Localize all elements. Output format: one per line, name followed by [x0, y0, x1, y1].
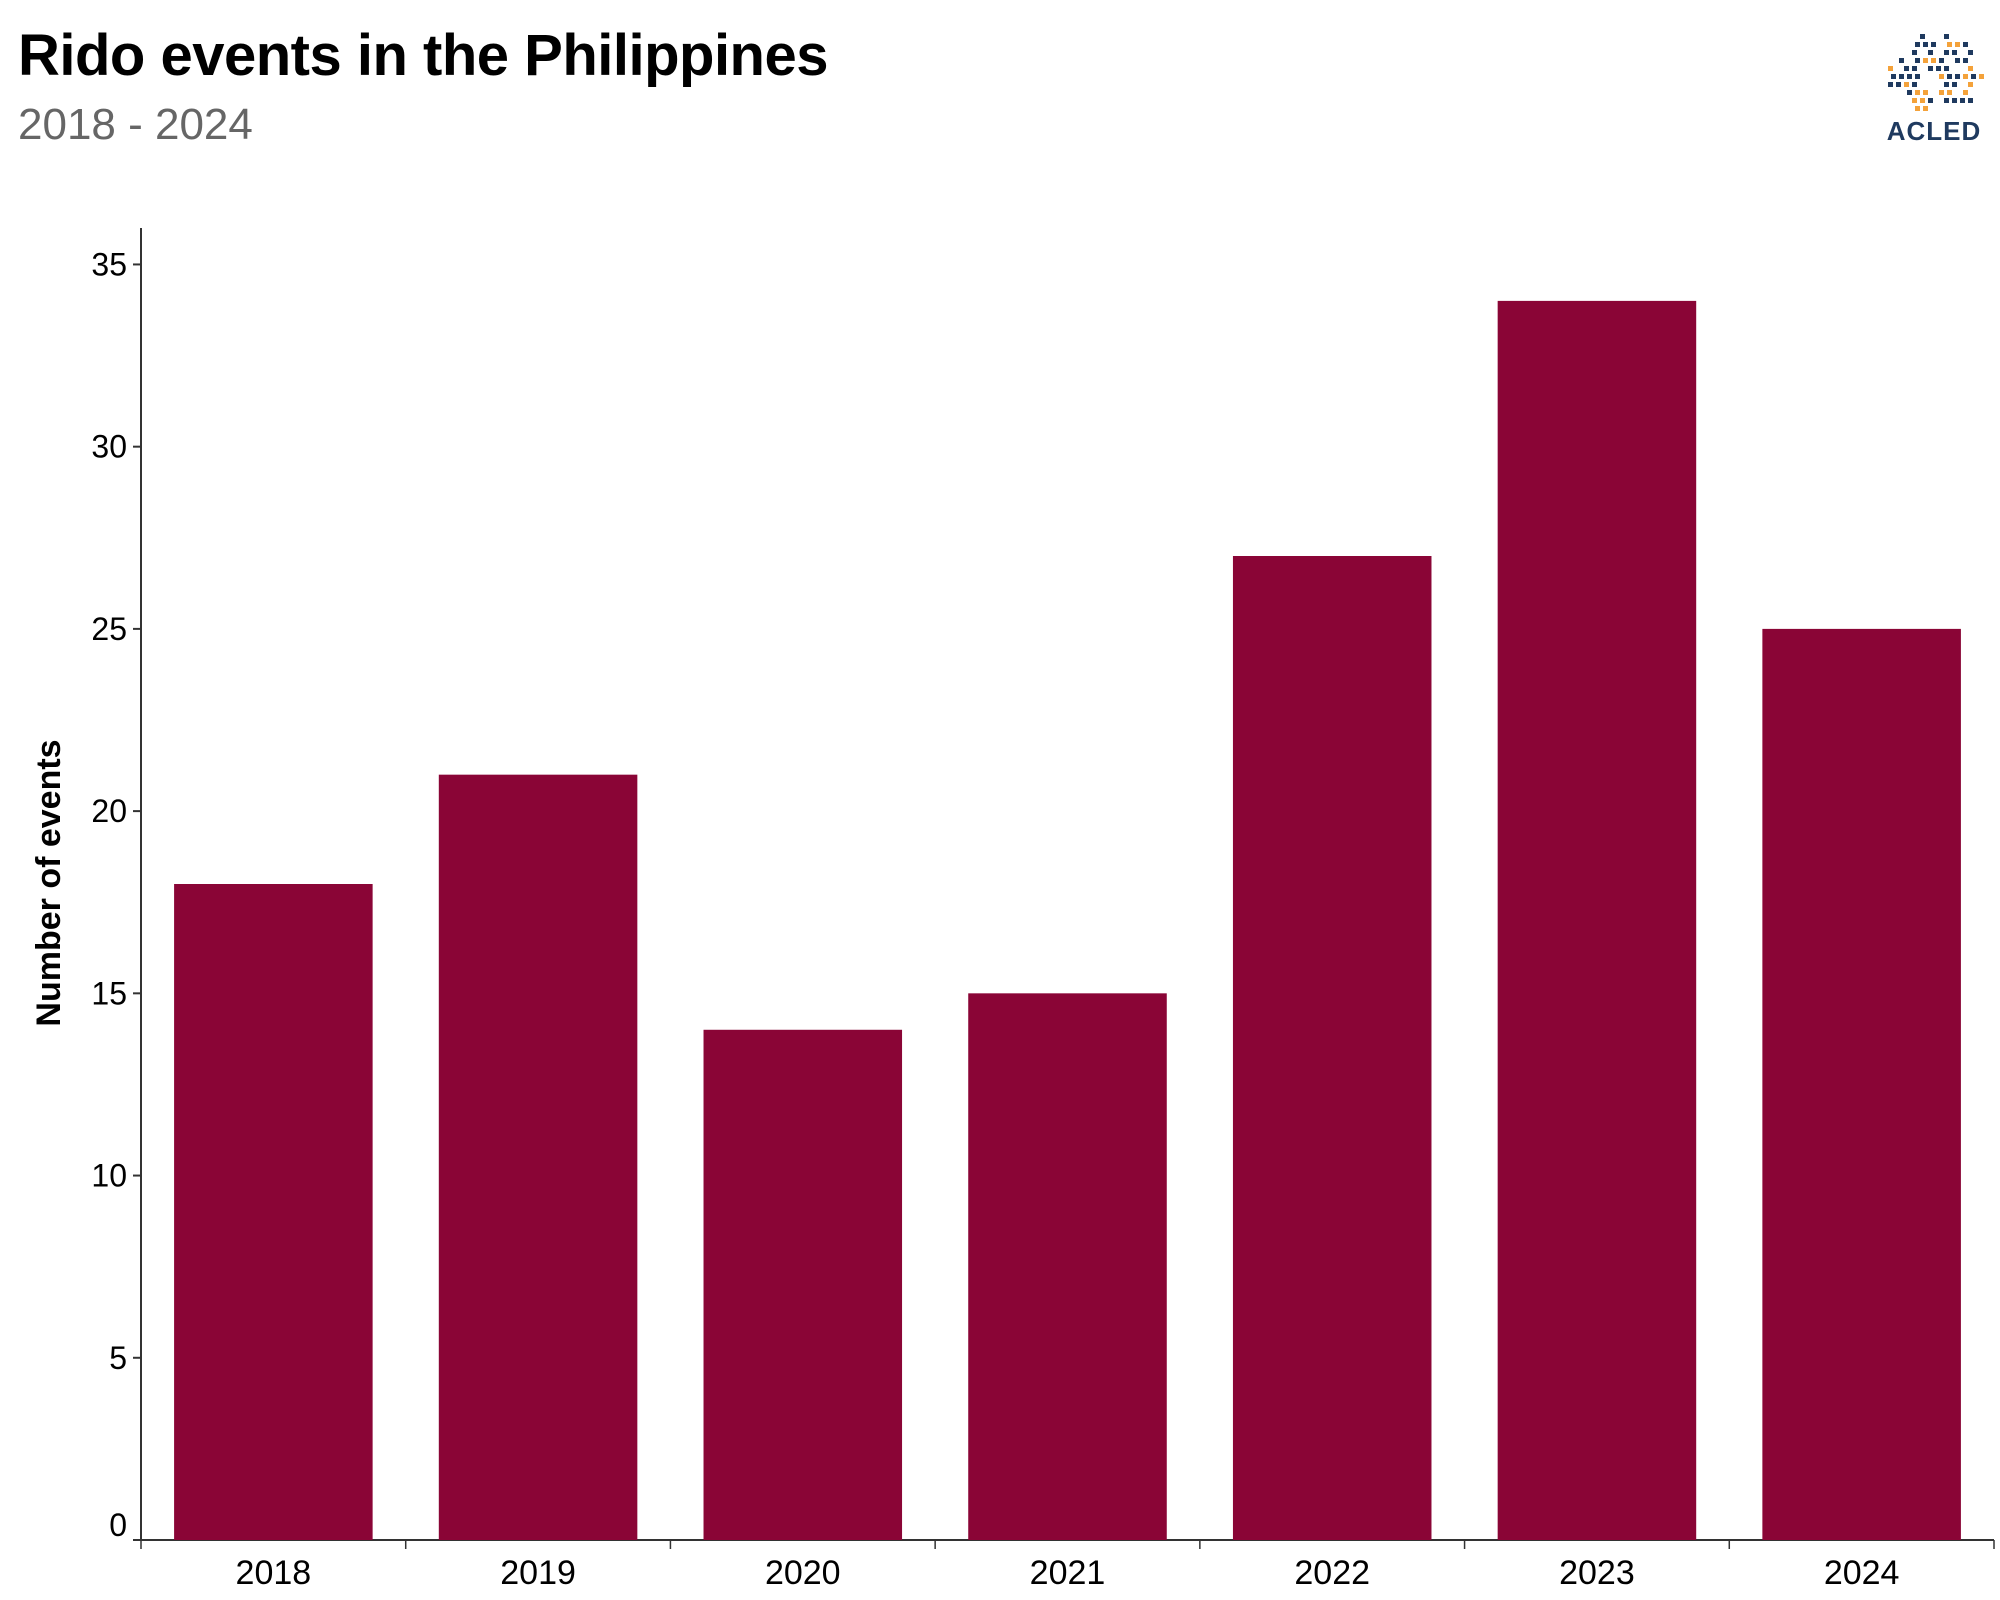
logo-dot: [1907, 74, 1912, 79]
y-tick-label: 25: [91, 611, 127, 647]
logo-dot: [1923, 42, 1928, 47]
logo-dot: [1939, 58, 1944, 63]
acled-logo: ACLED: [1880, 28, 1988, 148]
logo-dot: [1915, 90, 1920, 95]
logo-dot: [1939, 74, 1944, 79]
x-tick-label: 2021: [1030, 1554, 1106, 1592]
logo-dot: [1912, 98, 1917, 103]
x-tick-label: 2018: [236, 1554, 312, 1592]
logo-dot: [1904, 66, 1909, 71]
y-tick-label: 0: [109, 1507, 127, 1543]
logo-dot: [1968, 82, 1973, 87]
logo-dot: [1904, 82, 1909, 87]
logo-dot: [1931, 58, 1936, 63]
logo-dot: [1963, 74, 1968, 79]
logo-dot: [1931, 42, 1936, 47]
bar-2021: [968, 993, 1167, 1540]
logo-dot: [1968, 66, 1973, 71]
y-tick-label: 15: [91, 975, 127, 1011]
logo-dot: [1920, 98, 1925, 103]
logo-dot: [1915, 74, 1920, 79]
page-title: Rido events in the Philippines: [18, 23, 829, 88]
logo-dot: [1955, 42, 1960, 47]
logo-dot: [1912, 50, 1917, 55]
logo-dot: [1952, 50, 1957, 55]
logo-dot: [1944, 66, 1949, 71]
logo-dot: [1944, 98, 1949, 103]
logo-dot: [1968, 98, 1973, 103]
y-tick-label: 30: [91, 429, 127, 465]
logo-dot: [1899, 58, 1904, 63]
logo-dot: [1963, 42, 1968, 47]
logo-dot: [1923, 58, 1928, 63]
bar-2019: [438, 774, 638, 1540]
logo-dot: [1912, 66, 1917, 71]
bar-2024: [1762, 628, 1961, 1540]
logo-dot: [1944, 82, 1949, 87]
logo-dot: [1939, 90, 1944, 95]
logo-dot: [1947, 90, 1952, 95]
bar-2020: [703, 1029, 903, 1540]
bar-series: [174, 300, 1961, 1540]
logo-dot: [1944, 50, 1949, 55]
logo-dot: [1888, 66, 1893, 71]
logo-dot: [1915, 42, 1920, 47]
logo-dot: [1912, 82, 1917, 87]
logo-dot: [1955, 74, 1960, 79]
y-axis: 0 5 10 15 20 25 30 35: [91, 228, 142, 1543]
y-axis-label: Number of events: [30, 739, 68, 1026]
page-subtitle: 2018 - 2024: [18, 100, 253, 149]
logo-dot: [1928, 98, 1933, 103]
logo-dot: [1971, 74, 1976, 79]
logo-dot: [1968, 50, 1973, 55]
logo-dot: [1888, 82, 1893, 87]
logo-dot: [1928, 50, 1933, 55]
logo-dot: [1928, 66, 1933, 71]
logo-dot: [1923, 90, 1928, 95]
logo-dot: [1907, 90, 1912, 95]
logo-dot: [1952, 98, 1957, 103]
logo-dot: [1979, 74, 1984, 79]
logo-dot: [1944, 34, 1949, 39]
logo-dot: [1915, 58, 1920, 63]
bar-2023: [1497, 300, 1697, 1540]
bar-2022: [1232, 556, 1432, 1540]
logo-dot: [1952, 82, 1957, 87]
y-tick-label: 10: [91, 1158, 127, 1194]
logo-dot: [1915, 106, 1920, 111]
x-tick-label: 2022: [1294, 1554, 1370, 1592]
bar-2018: [174, 884, 373, 1540]
logo-dot: [1896, 82, 1901, 87]
acled-logo-text: ACLED: [1886, 116, 1982, 146]
logo-dot: [1891, 74, 1896, 79]
logo-dot: [1963, 90, 1968, 95]
logo-dot: [1960, 98, 1965, 103]
x-tick-label: 2020: [765, 1554, 841, 1592]
logo-dot: [1936, 66, 1941, 71]
logo-dot: [1899, 74, 1904, 79]
acled-globe-icon: [1888, 34, 1984, 111]
y-tick-label: 5: [109, 1340, 127, 1376]
logo-dot: [1947, 42, 1952, 47]
logo-dot: [1923, 106, 1928, 111]
logo-dot: [1947, 74, 1952, 79]
x-tick-label: 2019: [500, 1554, 576, 1592]
y-tick-label: 35: [91, 246, 127, 282]
x-tick-label: 2023: [1559, 1554, 1635, 1592]
x-tick-label: 2024: [1824, 1554, 1900, 1592]
y-tick-label: 20: [91, 793, 127, 829]
logo-dot: [1920, 34, 1925, 39]
logo-dot: [1955, 58, 1960, 63]
logo-dot: [1963, 58, 1968, 63]
x-axis: 2018 2019 2020 2021 2022 2023 2024: [140, 1539, 1995, 1592]
